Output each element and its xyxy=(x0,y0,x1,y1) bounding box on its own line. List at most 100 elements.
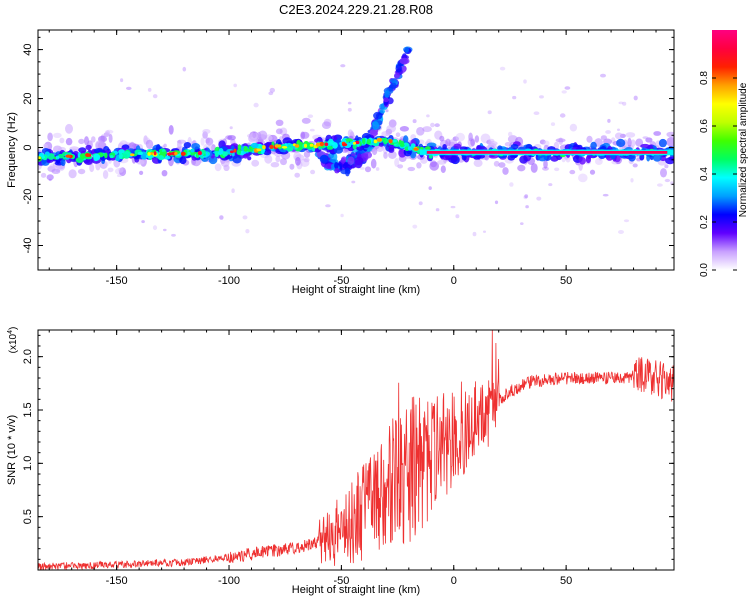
snr-y-axis-label: SNR (10 * v/v) xyxy=(6,415,18,485)
spectrogram-cell xyxy=(294,144,300,148)
spectrogram-cell xyxy=(543,159,548,169)
spectrogram-cell xyxy=(227,135,236,141)
spectrogram-cell xyxy=(512,95,517,100)
spectrogram-cell xyxy=(342,143,348,147)
spectrogram-cell xyxy=(554,167,560,172)
spectrogram-cell xyxy=(168,125,174,135)
spectrogram-cell xyxy=(129,141,135,149)
spectrogram-cell xyxy=(351,180,356,184)
spectrogram-cell xyxy=(65,137,73,146)
spectrogram-cell xyxy=(246,148,254,152)
spectrogram-cell xyxy=(269,87,275,93)
spectrogram-cell xyxy=(249,132,259,140)
spectrogram-cell xyxy=(499,66,506,71)
spectrogram-cell xyxy=(630,178,634,183)
spectrogram-cell xyxy=(321,121,332,129)
spectrogram-cell xyxy=(229,126,233,130)
spectrogram-cell xyxy=(275,119,284,127)
spectrogram-cell xyxy=(270,162,280,168)
spectrogram-cell xyxy=(550,155,559,162)
spectrogram-cell xyxy=(375,167,380,171)
spectrogram-cell xyxy=(197,160,203,164)
spectrogram-cell xyxy=(324,142,329,147)
spectrogram-cell xyxy=(507,154,516,161)
spectrogram-cell xyxy=(484,153,490,161)
spectrogram-cell xyxy=(418,201,423,206)
colorbar-label: Normalized spectral amplitude xyxy=(738,82,749,217)
spectrogram-cell xyxy=(407,146,413,151)
spectrogram-cell xyxy=(416,162,422,169)
spectrogram-cell xyxy=(548,183,553,187)
spectrogram-cell xyxy=(525,205,529,209)
colorbar-fill xyxy=(712,30,737,270)
spectrogram-cell xyxy=(390,78,398,84)
spectrogram-cell xyxy=(328,138,334,145)
spectrogram-cell xyxy=(510,143,519,150)
spectrogram-cell xyxy=(413,147,419,151)
spectrogram-cell xyxy=(161,151,168,155)
spectrogram-cell xyxy=(459,146,468,151)
spectrogram-cell xyxy=(424,146,431,150)
spectrogram-cell xyxy=(445,138,451,147)
spectrogram-cell xyxy=(269,144,274,149)
spectrogram-cell xyxy=(301,117,311,124)
spectrogram-x-tick-label: -100 xyxy=(218,275,240,287)
spectrogram-cell xyxy=(384,138,389,144)
spectrogram-cell xyxy=(442,144,447,151)
colorbar-tick-label: 0.4 xyxy=(699,167,710,181)
spectrogram-cell xyxy=(222,151,229,157)
spectrogram-cell xyxy=(434,123,440,128)
spectrogram-cell xyxy=(474,135,480,143)
spectrogram-cell xyxy=(316,142,320,147)
spectrogram-cell xyxy=(383,151,388,159)
spectrogram-cell xyxy=(586,135,593,143)
spectrogram-cell xyxy=(253,102,259,108)
spectrogram-cell xyxy=(237,144,242,151)
spectrogram-cell xyxy=(625,132,636,138)
spectrogram-cell xyxy=(186,151,191,156)
spectrogram-cell xyxy=(231,188,235,193)
spectrogram-cell xyxy=(364,166,372,173)
spectrogram-cell xyxy=(614,132,623,140)
spectrogram-cell xyxy=(384,90,390,98)
spectrogram-cell xyxy=(430,122,435,128)
spectrogram-cell xyxy=(65,123,73,134)
colorbar-tick-label: 0.8 xyxy=(699,71,710,85)
spectrogram-cell xyxy=(333,146,343,154)
spectrogram-cell xyxy=(307,114,314,118)
spectrogram-x-tick-label: -150 xyxy=(106,275,128,287)
spectrogram-cell xyxy=(362,138,366,145)
spectrogram-cell xyxy=(543,140,550,147)
spectrogram-cell xyxy=(107,167,114,173)
spectrogram-cell xyxy=(38,156,41,160)
spectrogram-cell xyxy=(422,126,432,133)
snr-x-tick-label: -150 xyxy=(106,575,128,587)
spectrogram-cell xyxy=(618,101,624,105)
spectrogram-cell xyxy=(214,151,219,158)
spectrogram-cell xyxy=(373,139,378,144)
spectrogram-cell xyxy=(258,130,268,141)
spectrogram-cell xyxy=(48,178,52,182)
spectrogram-cell xyxy=(453,143,462,149)
spectrogram-cell xyxy=(595,157,603,165)
snr-x-tick-label: 0 xyxy=(451,575,457,587)
spectrogram-cell xyxy=(197,150,202,156)
spectrogram-cell xyxy=(381,131,390,137)
spectrogram-cell xyxy=(642,136,649,140)
spectrogram-cell xyxy=(428,186,432,191)
spectrogram-cell xyxy=(517,164,526,172)
spectrogram-cell xyxy=(640,143,650,149)
spectrogram-y-axis-label: Frequency (Hz) xyxy=(6,112,18,188)
spectrogram-cell xyxy=(102,170,109,179)
colorbar-ticks: 0.0 0.2 0.4 0.6 0.8 xyxy=(699,71,737,277)
spectrogram-x-tick-label: -50 xyxy=(333,275,349,287)
spectrogram-cell xyxy=(602,193,609,197)
spectrogram-cell xyxy=(85,144,92,151)
spectrogram-cell xyxy=(167,152,173,155)
spectrogram-cell xyxy=(523,195,528,200)
spectrogram-cell xyxy=(523,79,527,84)
spectrogram-cell xyxy=(247,134,253,138)
spectrogram-cell xyxy=(494,200,499,205)
spectrogram-cell xyxy=(141,220,145,224)
spectrogram-cell xyxy=(46,174,54,181)
